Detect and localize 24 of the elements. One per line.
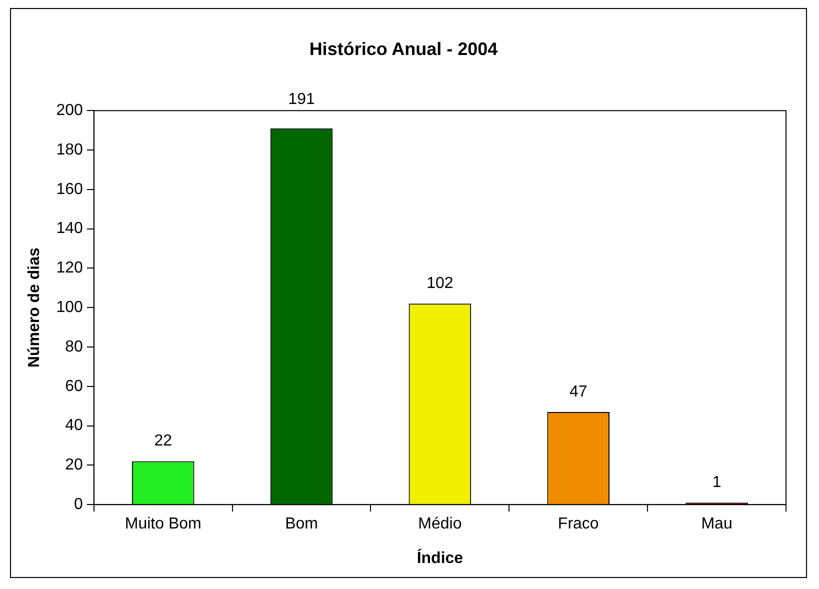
x-tick-label: Mau [701, 516, 732, 533]
x-axis-title: Índice [416, 548, 464, 567]
y-tick-label: 60 [65, 378, 83, 395]
y-tick-label: 200 [56, 102, 83, 120]
data-label: 102 [426, 275, 454, 292]
y-axis-title: Número de dias [26, 247, 44, 368]
x-tick-label: Médio [418, 516, 462, 533]
y-tick-label: 100 [56, 299, 83, 316]
data-label: 47 [569, 383, 588, 400]
chart-title: Histórico Anual - 2004 [309, 38, 498, 59]
y-tick-label: 0 [74, 496, 83, 514]
y-tick-label: 120 [56, 260, 83, 277]
y-tick-label: 40 [65, 417, 83, 434]
x-tick-label: Bom [285, 516, 318, 533]
x-tick-label: Fraco [558, 516, 599, 533]
data-label: 22 [154, 432, 172, 450]
data-label: 191 [288, 91, 315, 108]
y-tick-label: 140 [56, 220, 83, 238]
y-tick-label: 180 [56, 141, 83, 158]
x-tick-label: Muito Bom [124, 516, 202, 533]
data-label: 1 [712, 474, 722, 492]
y-tick-label: 160 [56, 180, 83, 198]
y-tick-label: 80 [65, 338, 83, 356]
y-tick-label: 20 [65, 456, 83, 474]
